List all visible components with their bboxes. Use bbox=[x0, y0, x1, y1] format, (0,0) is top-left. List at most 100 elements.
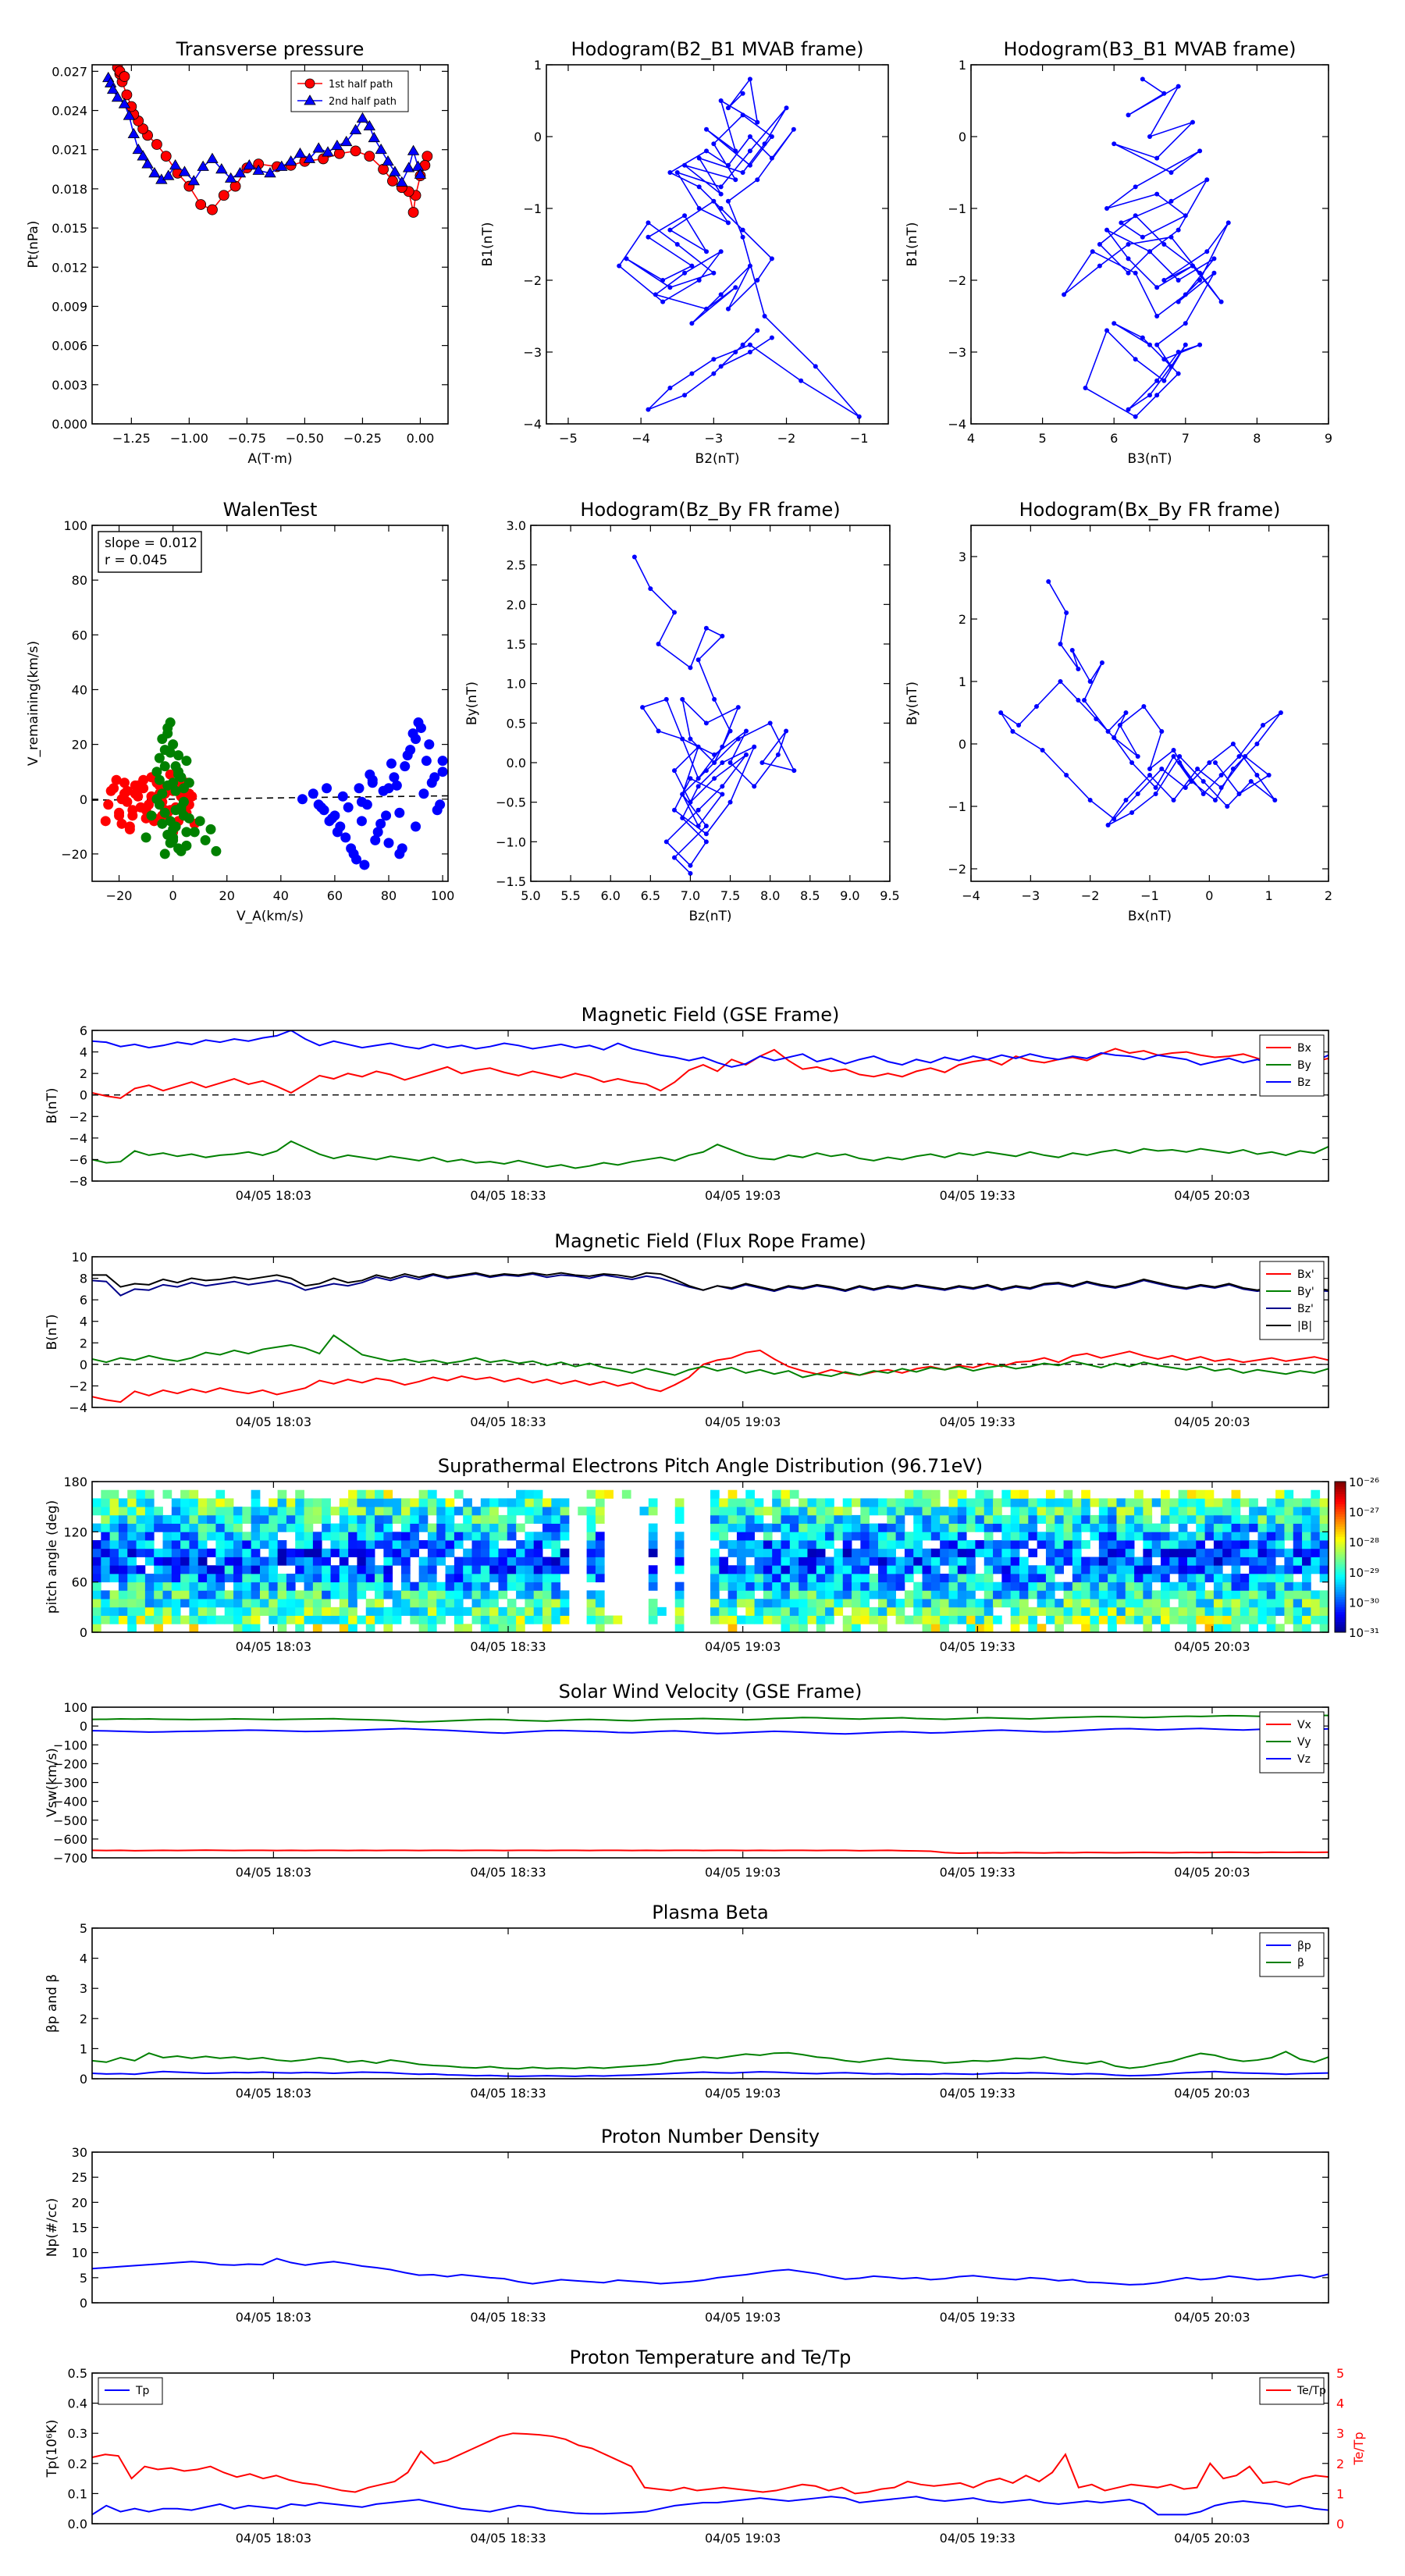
heatmap-cell bbox=[1055, 1582, 1064, 1591]
heatmap-cell bbox=[357, 1540, 367, 1550]
heatmap-cell bbox=[966, 1615, 976, 1624]
heatmap-cell bbox=[92, 1606, 101, 1616]
heatmap-cell bbox=[586, 1557, 596, 1566]
heatmap-cell bbox=[789, 1615, 799, 1624]
heatmap-cell bbox=[736, 1507, 746, 1516]
heatmap-cell bbox=[101, 1548, 111, 1557]
x-tick-label: 7.5 bbox=[720, 888, 740, 903]
heatmap-cell bbox=[551, 1599, 561, 1608]
colorbar-step bbox=[1335, 1499, 1346, 1503]
data-point bbox=[740, 91, 745, 96]
heatmap-cell bbox=[1213, 1540, 1223, 1550]
data-point bbox=[1154, 155, 1160, 161]
heatmap-cell bbox=[799, 1557, 808, 1566]
heatmap-cell bbox=[1161, 1507, 1170, 1516]
heatmap-cell bbox=[480, 1590, 490, 1599]
heatmap-cell bbox=[1134, 1573, 1144, 1583]
heatmap-cell bbox=[1098, 1507, 1108, 1516]
heatmap-cell bbox=[1081, 1606, 1090, 1616]
y-tick-label: −4 bbox=[69, 1400, 87, 1415]
data-point bbox=[148, 167, 161, 178]
heatmap-cell bbox=[224, 1590, 234, 1599]
data-point bbox=[674, 242, 680, 247]
heatmap-cell bbox=[674, 1514, 685, 1525]
heatmap-cell bbox=[1143, 1523, 1153, 1532]
heatmap-cell bbox=[375, 1599, 384, 1608]
heatmap-cell bbox=[940, 1532, 949, 1541]
heatmap-cell bbox=[471, 1599, 482, 1608]
heatmap-cell bbox=[463, 1606, 472, 1616]
y-tick-label: −20 bbox=[61, 847, 87, 862]
data-point bbox=[1200, 779, 1206, 784]
heatmap-cell bbox=[1010, 1498, 1020, 1507]
heatmap-cell bbox=[507, 1573, 517, 1583]
y-axis-label: Tp(10⁶K) bbox=[44, 2419, 60, 2478]
heatmap-cell bbox=[1028, 1507, 1038, 1516]
heatmap-cell bbox=[445, 1590, 455, 1599]
data-point bbox=[1141, 704, 1147, 709]
heatmap-cell bbox=[542, 1532, 552, 1541]
y-tick-label: −0.5 bbox=[496, 795, 526, 810]
data-point bbox=[154, 753, 165, 763]
heatmap-cell bbox=[957, 1557, 967, 1566]
x-tick-label: 04/05 19:03 bbox=[705, 1639, 781, 1654]
heatmap-cell bbox=[772, 1565, 781, 1574]
heatmap-cell bbox=[322, 1606, 331, 1616]
heatmap-cell bbox=[852, 1523, 861, 1532]
heatmap-cell bbox=[1001, 1582, 1012, 1591]
heatmap-cell bbox=[410, 1523, 420, 1532]
heatmap-cell bbox=[1204, 1624, 1215, 1633]
heatmap-cell bbox=[215, 1540, 226, 1550]
heatmap-cell bbox=[189, 1489, 199, 1499]
heatmap-cell bbox=[781, 1523, 791, 1532]
heatmap-cell bbox=[578, 1507, 587, 1516]
heatmap-cell bbox=[948, 1498, 959, 1507]
data-point bbox=[389, 165, 401, 176]
y-tick-label: 0.000 bbox=[52, 417, 87, 432]
heatmap-cell bbox=[109, 1498, 119, 1507]
heatmap-cell bbox=[913, 1615, 923, 1624]
heatmap-cell bbox=[984, 1489, 994, 1499]
data-point bbox=[349, 123, 362, 135]
heatmap-cell bbox=[498, 1582, 508, 1591]
heatmap-cell bbox=[551, 1565, 561, 1574]
heatmap-cell bbox=[1284, 1606, 1294, 1616]
heatmap-cell bbox=[825, 1615, 834, 1624]
data-point bbox=[1161, 278, 1167, 283]
heatmap-cell bbox=[895, 1565, 905, 1574]
heatmap-cell bbox=[834, 1548, 844, 1557]
heatmap-cell bbox=[1249, 1565, 1258, 1574]
heatmap-cell bbox=[180, 1514, 190, 1525]
heatmap-cell bbox=[1275, 1582, 1285, 1591]
data-point bbox=[1154, 378, 1160, 383]
heatmap-cell bbox=[842, 1582, 852, 1591]
heatmap-cell bbox=[1090, 1514, 1100, 1525]
heatmap-cell bbox=[454, 1582, 464, 1591]
heatmap-cell bbox=[92, 1624, 101, 1633]
data-point bbox=[1183, 342, 1188, 347]
heatmap-cell bbox=[171, 1582, 181, 1591]
data-point bbox=[243, 159, 256, 170]
legend-label: By bbox=[1297, 1059, 1311, 1072]
data-point bbox=[1140, 76, 1145, 82]
x-tick-label: 04/05 19:33 bbox=[940, 1639, 1016, 1654]
heatmap-cell bbox=[401, 1565, 411, 1574]
heatmap-cell bbox=[533, 1507, 543, 1516]
heatmap-cell bbox=[710, 1523, 720, 1532]
heatmap-cell bbox=[1249, 1606, 1258, 1616]
heatmap-cell bbox=[586, 1573, 596, 1583]
x-tick-label: 04/05 18:33 bbox=[470, 1639, 546, 1654]
legend-label: Bz bbox=[1297, 1076, 1311, 1089]
data-point bbox=[132, 143, 144, 155]
annotation-box bbox=[98, 531, 202, 573]
heatmap-cell bbox=[533, 1557, 543, 1566]
heatmap-cell bbox=[648, 1582, 658, 1591]
heatmap-cell bbox=[418, 1507, 429, 1516]
data-point bbox=[414, 168, 427, 179]
heatmap-cell bbox=[251, 1532, 261, 1541]
heatmap-cell bbox=[251, 1489, 261, 1499]
heatmap-cell bbox=[436, 1540, 446, 1550]
x-tick-label: −2 bbox=[777, 431, 796, 446]
heatmap-cell bbox=[957, 1489, 967, 1499]
data-point bbox=[233, 167, 247, 178]
